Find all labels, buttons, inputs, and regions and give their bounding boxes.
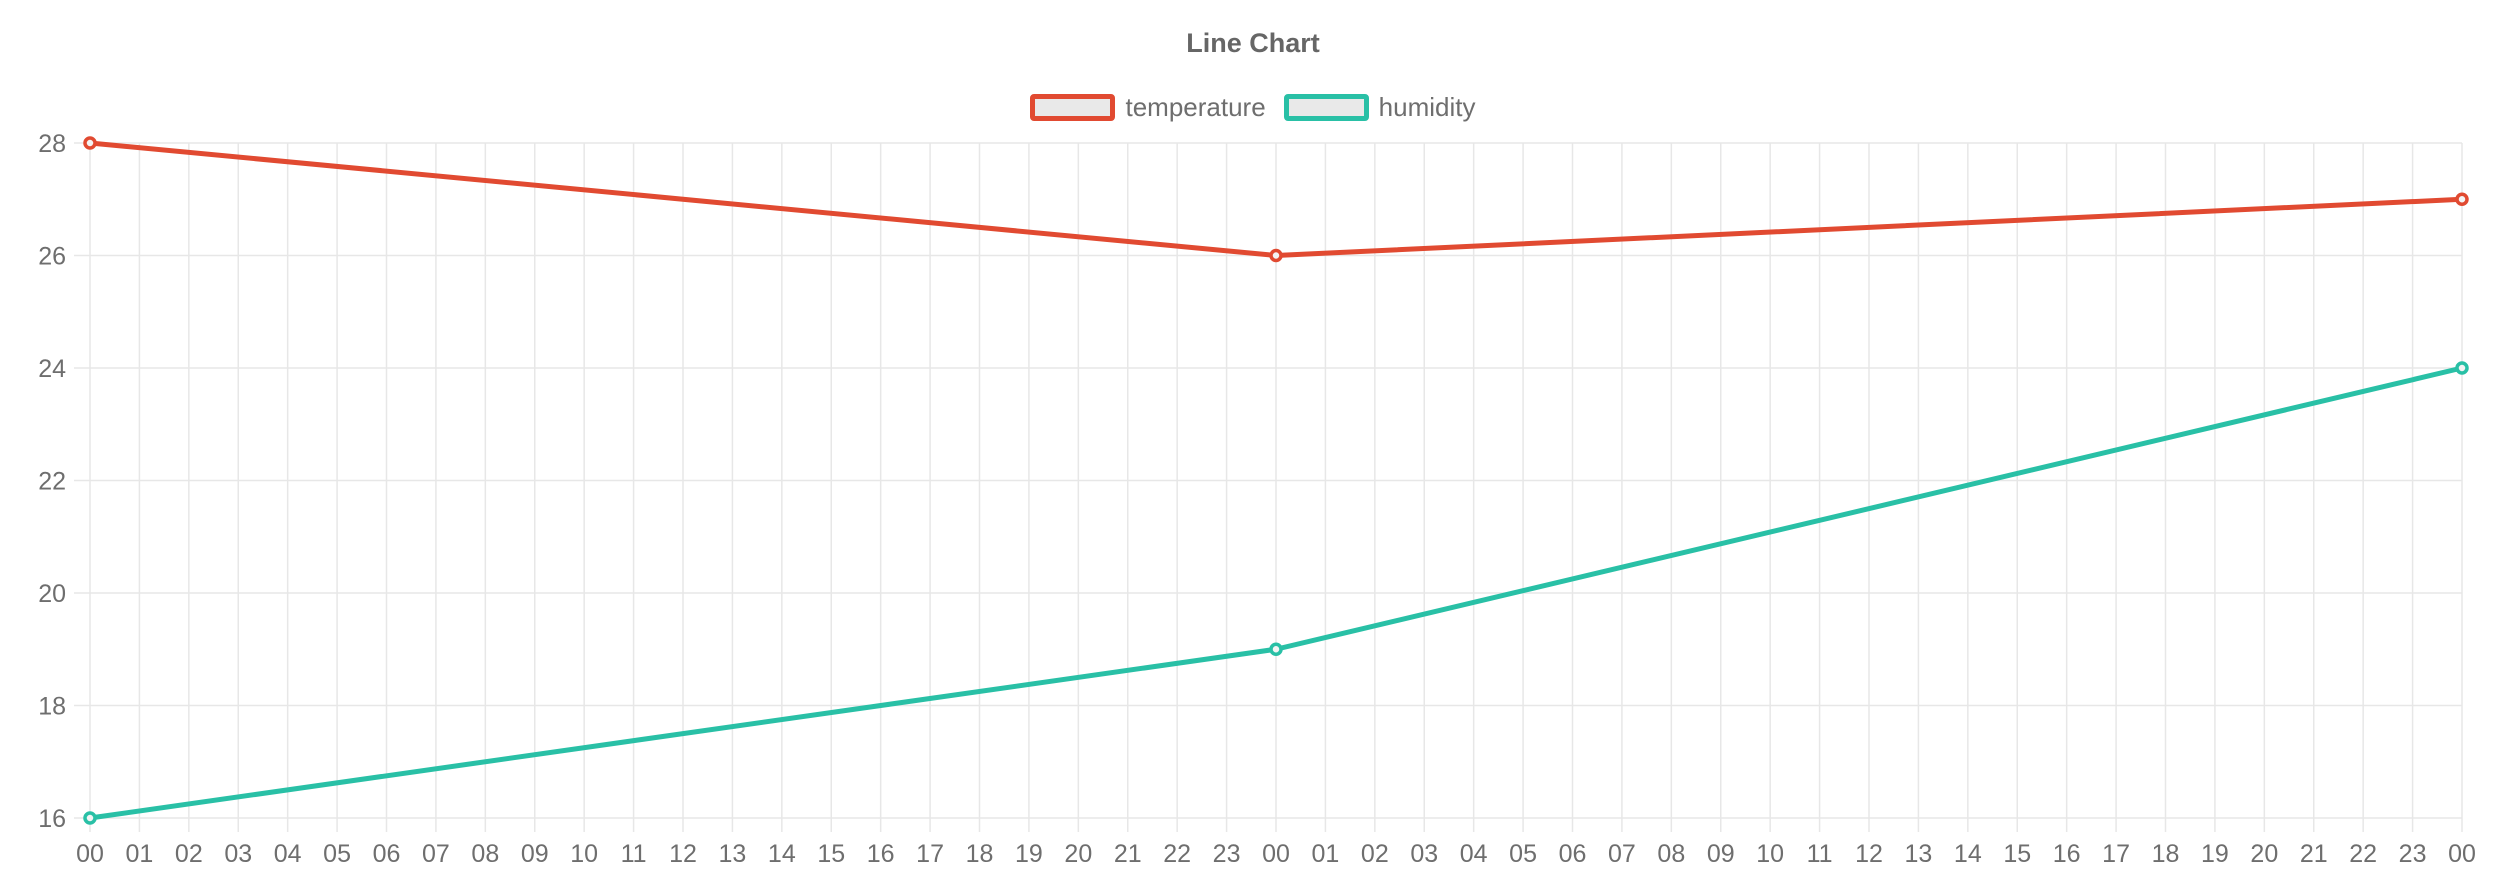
y-tick-label: 22 (38, 468, 66, 496)
x-tick-label: 16 (2053, 840, 2081, 868)
x-tick-label: 10 (570, 840, 598, 868)
y-tick-label: 24 (38, 355, 66, 383)
x-tick-label: 23 (2399, 840, 2427, 868)
x-tick-label: 23 (1213, 840, 1241, 868)
y-tick-label: 20 (38, 580, 66, 608)
x-tick-label: 16 (867, 840, 895, 868)
x-tick-label: 03 (1410, 840, 1438, 868)
x-tick-label: 08 (471, 840, 499, 868)
x-tick-label: 20 (2250, 840, 2278, 868)
x-axis-labels: 00 01 02 03 04 05 06 07 08 09 10 11 12 13 14 15 16 17 18 19… (76, 840, 2476, 868)
data-point-humidity (83, 811, 97, 825)
legend-label: humidity (1378, 92, 1476, 122)
x-tick-label: 13 (1905, 840, 1933, 868)
series-temperature (83, 136, 2469, 263)
x-tick-label: 09 (1707, 840, 1735, 868)
x-tick-label: 20 (1064, 840, 1092, 868)
y-axis-labels: 16 18 20 22 24 26 28 (38, 130, 66, 833)
gridlines (74, 142, 2463, 832)
x-tick-label: 04 (1460, 840, 1488, 868)
x-tick-label: 14 (768, 840, 796, 868)
x-tick-label: 07 (1608, 840, 1636, 868)
x-tick-label: 22 (1163, 840, 1191, 868)
x-tick-label: 12 (1855, 840, 1883, 868)
x-tick-label: 06 (373, 840, 401, 868)
legend-item-humidity[interactable]: humidity (1283, 92, 1476, 122)
x-tick-label: 22 (2349, 840, 2377, 868)
x-tick-label: 11 (1807, 840, 1833, 868)
x-tick-label: 21 (2300, 840, 2328, 868)
series-humidity (83, 361, 2469, 825)
x-tick-label: 02 (175, 840, 203, 868)
data-point-temperature (1269, 248, 1283, 263)
x-tick-label: 00 (76, 840, 104, 868)
legend-swatch-temperature (1030, 94, 1116, 121)
x-tick-label: 19 (2201, 840, 2229, 868)
x-tick-label: 00 (1262, 840, 1290, 868)
chart-title: Line Chart (1186, 28, 1320, 58)
x-tick-label: 04 (274, 840, 302, 868)
x-tick-label: 03 (224, 840, 252, 868)
x-tick-label: 11 (621, 840, 647, 868)
legend-label: temperature (1125, 92, 1266, 122)
x-tick-label: 14 (1954, 840, 1982, 868)
x-tick-label: 01 (126, 840, 154, 868)
data-point-humidity (1269, 642, 1283, 656)
data-point-temperature (2455, 192, 2469, 206)
x-tick-label: 15 (2003, 840, 2031, 868)
x-tick-label: 18 (966, 840, 994, 868)
legend-swatch-humidity (1283, 94, 1369, 121)
x-tick-label: 12 (669, 840, 697, 868)
data-point-humidity (2455, 361, 2469, 375)
y-tick-label: 16 (38, 805, 66, 833)
x-tick-label: 01 (1312, 840, 1340, 868)
x-tick-label: 08 (1657, 840, 1685, 868)
x-tick-label: 02 (1361, 840, 1389, 868)
x-tick-label: 05 (323, 840, 351, 868)
x-tick-label: 13 (719, 840, 747, 868)
x-tick-label: 07 (422, 840, 450, 868)
x-tick-label: 19 (1015, 840, 1043, 868)
x-tick-label: 21 (1114, 840, 1142, 868)
x-tick-label: 15 (817, 840, 845, 868)
x-tick-label: 06 (1559, 840, 1587, 868)
y-tick-label: 28 (38, 130, 66, 158)
data-point-temperature (83, 136, 97, 150)
x-tick-label: 00 (2448, 840, 2476, 868)
y-tick-label: 18 (38, 693, 66, 721)
x-tick-label: 17 (916, 840, 944, 868)
x-tick-label: 18 (2152, 840, 2180, 868)
x-tick-label: 10 (1756, 840, 1784, 868)
chart-legend: temperature humidity (0, 94, 2506, 121)
legend-item-temperature[interactable]: temperature (1030, 92, 1266, 122)
x-tick-label: 05 (1509, 840, 1537, 868)
x-tick-label: 17 (2102, 840, 2130, 868)
x-tick-label: 09 (521, 840, 549, 868)
y-tick-label: 26 (38, 243, 66, 271)
